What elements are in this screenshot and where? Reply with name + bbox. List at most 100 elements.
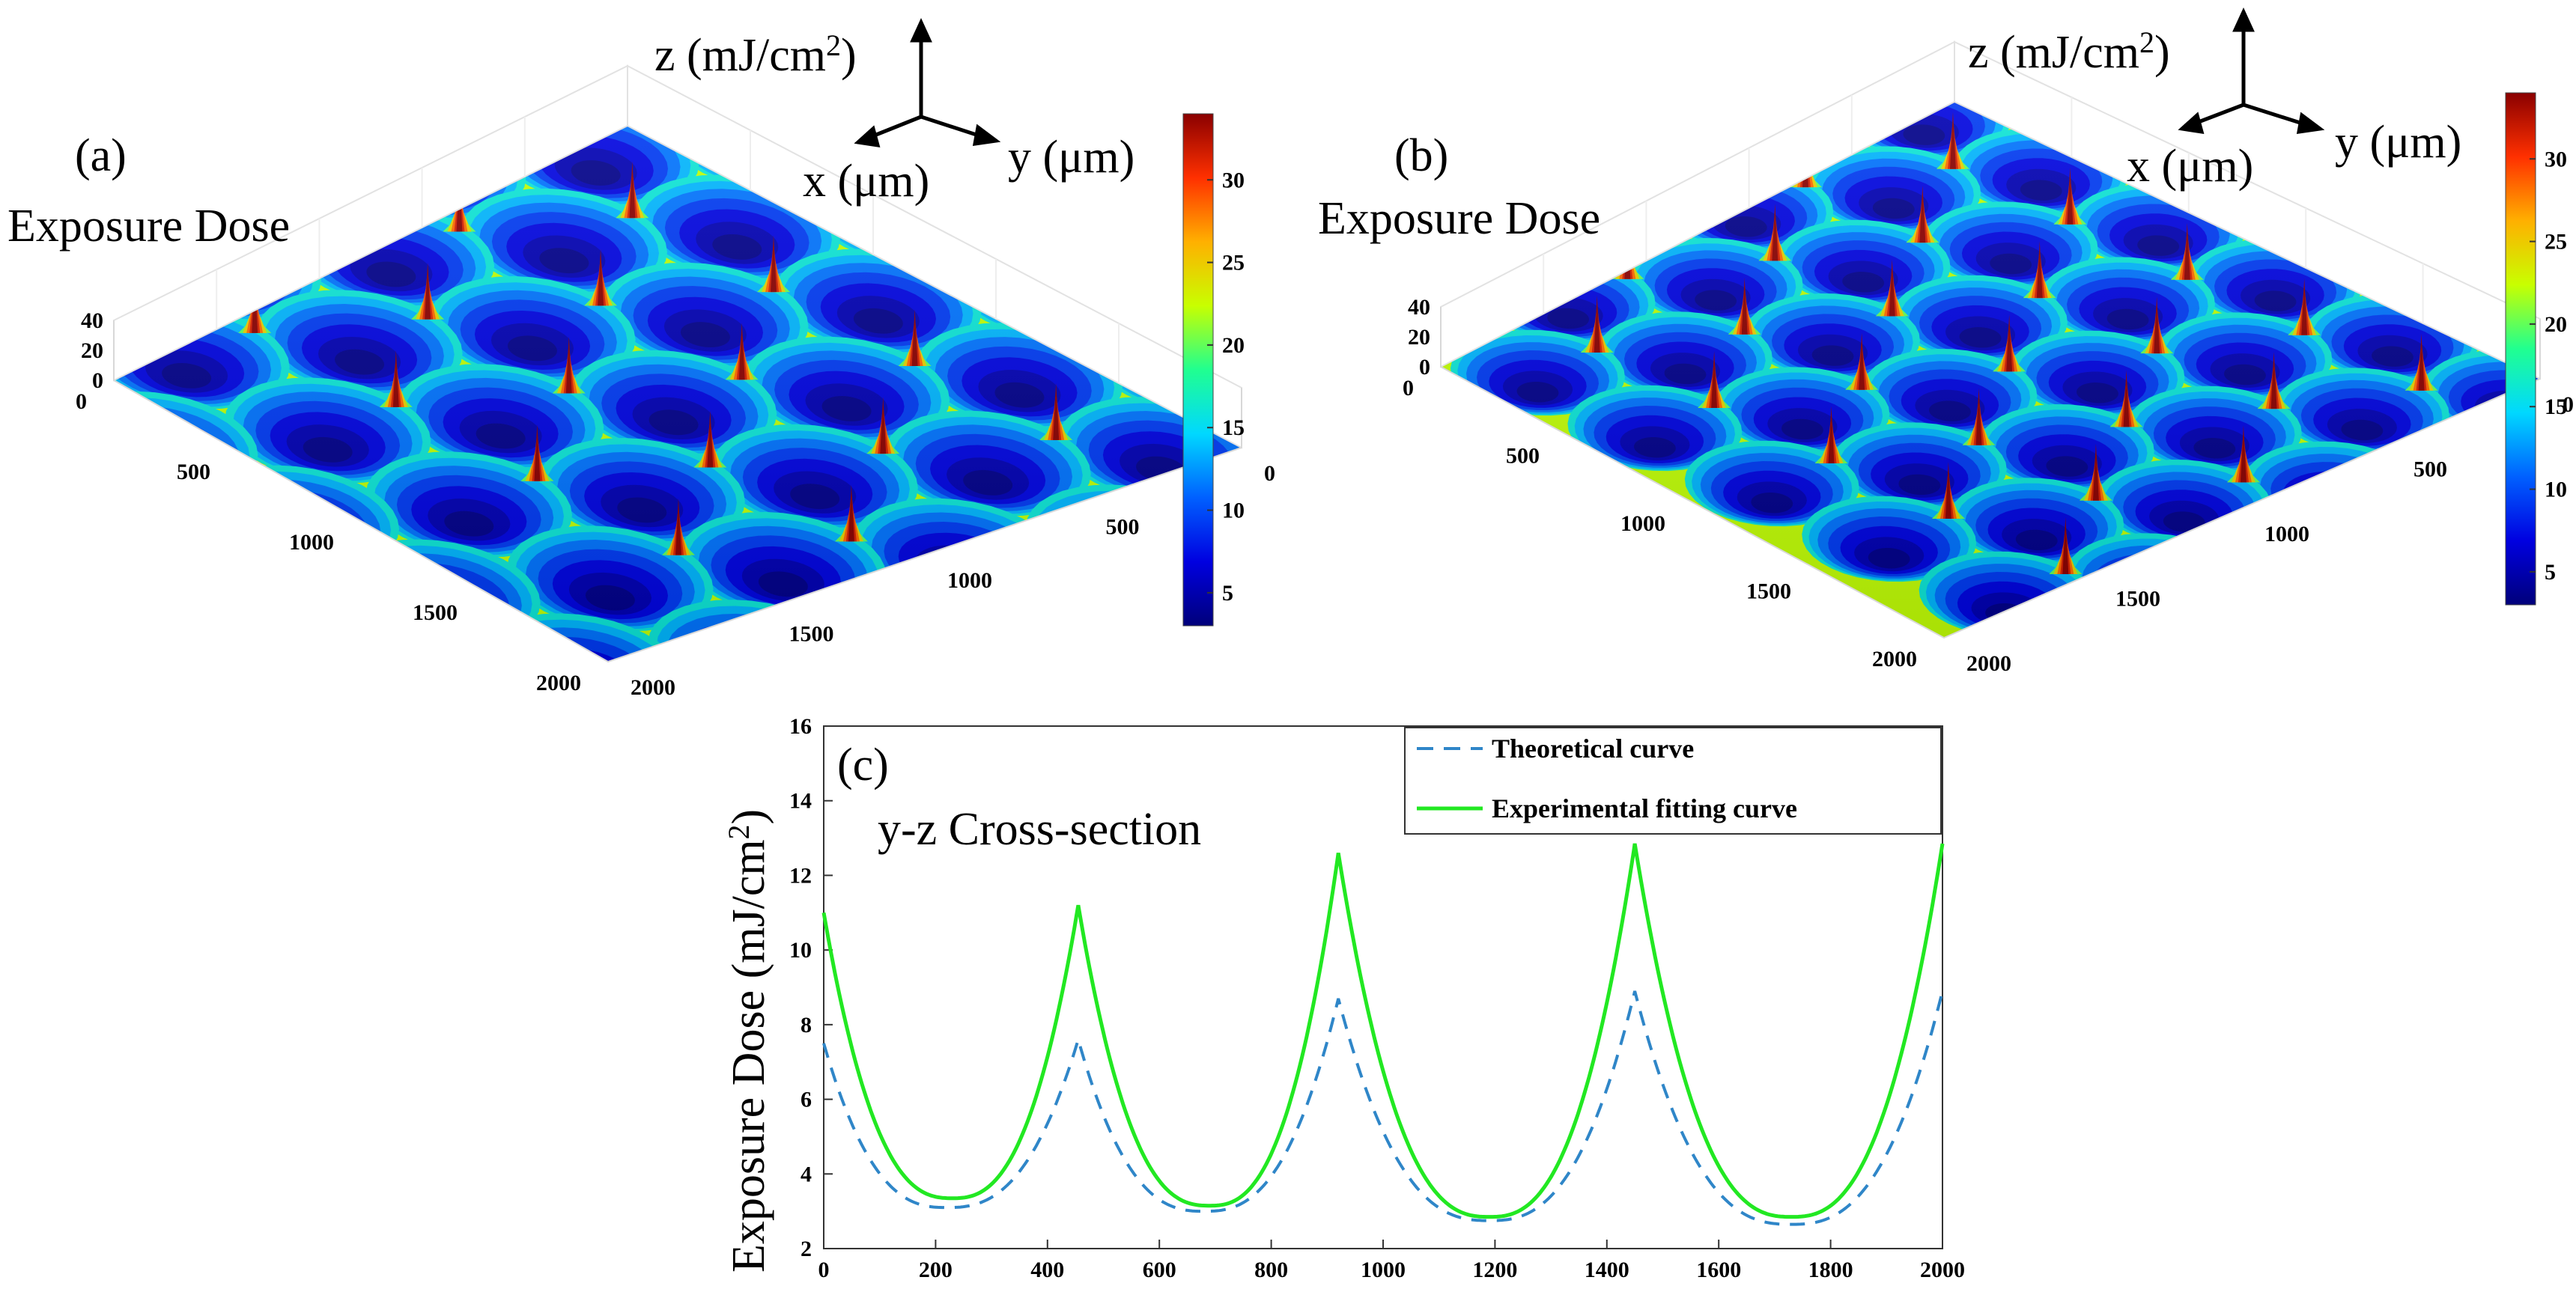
panel-b-x-tick: 1500 xyxy=(1746,579,1791,604)
panel-a-colorbar-tick: 10 xyxy=(1222,499,1245,523)
panel-a-lens-well xyxy=(821,585,1028,662)
lens-contour xyxy=(2074,636,2172,638)
lens-contour xyxy=(2381,159,2525,230)
lens-contour xyxy=(130,451,180,476)
lens-contour xyxy=(1139,235,1242,323)
lens-contour xyxy=(1924,0,2046,6)
panel-b-colorbar-tick: 20 xyxy=(2545,312,2567,337)
lens-contour xyxy=(1624,76,1695,111)
panel-b-z-tick: 0 xyxy=(1419,355,1430,380)
lens-contour xyxy=(1025,182,1141,241)
lens-contour xyxy=(0,352,71,411)
panel-b-colorbar-tick: 5 xyxy=(2545,560,2556,585)
lens-contour xyxy=(1950,0,2020,1)
lens-contour xyxy=(2444,464,2515,499)
panel-a-x-tick: 0 xyxy=(76,389,87,414)
lens-contour xyxy=(1324,343,1406,386)
lens-contour xyxy=(852,609,997,662)
panel-a-y-tick: 500 xyxy=(1106,515,1140,540)
lens-contour xyxy=(257,100,307,126)
lens-contour xyxy=(2198,88,2241,109)
lens-contour xyxy=(1594,150,1664,185)
panel-a-x-tick: 2000 xyxy=(536,671,581,695)
lens-contour xyxy=(616,687,823,793)
panel-b-z-label: z (mJ/cm2) xyxy=(1968,25,2170,78)
lens-contour xyxy=(1276,418,1391,477)
panel-a-x-tick: 500 xyxy=(177,460,210,484)
panel-c-x-tick: 1200 xyxy=(1472,1258,1517,1282)
panel-b-colorbar-strip xyxy=(2505,92,2536,606)
lens-contour xyxy=(678,734,761,777)
panel-b-z-tick: 40 xyxy=(1408,295,1430,320)
lens-contour xyxy=(726,659,777,662)
lens-contour xyxy=(1441,242,1486,276)
lens-contour xyxy=(2280,567,2323,588)
lens-contour xyxy=(1262,406,1406,481)
panel-b-x-tick: 0 xyxy=(1403,376,1414,400)
panel-c-y-tick: 6 xyxy=(801,1088,812,1112)
lens-contour xyxy=(4,276,86,319)
lens-contour xyxy=(2458,475,2500,496)
lens-contour xyxy=(0,365,55,407)
panel-c-y-tick: 14 xyxy=(789,789,812,814)
lens-contour xyxy=(1776,0,1898,24)
lens-contour xyxy=(1269,260,1338,294)
panel-b-lens-well xyxy=(1750,0,1925,29)
panel-b-colorbar-tick: 25 xyxy=(2545,230,2567,255)
panel-c-y-tick: 8 xyxy=(801,1013,812,1037)
lens-contour xyxy=(1786,69,1828,90)
panel-c-x-tick: 800 xyxy=(1254,1258,1288,1282)
lens-contour xyxy=(2157,56,2280,117)
legend-experimental-label: Experimental fitting curve xyxy=(1492,793,1797,823)
lens-contour xyxy=(430,86,480,112)
panel-a-colorbar-tick: 25 xyxy=(1222,251,1245,275)
lens-contour xyxy=(20,289,70,314)
panel-b-x-tick: 2000 xyxy=(1872,647,1917,671)
lens-contour xyxy=(1758,47,1856,96)
lens-contour xyxy=(565,0,754,29)
lens-contour xyxy=(2103,659,2145,680)
lens-contour xyxy=(414,0,559,37)
panel-c-x-tick: 2000 xyxy=(1920,1258,1965,1282)
lens-contour xyxy=(2418,188,2488,222)
panel-a-colorbar-tick: 30 xyxy=(1222,168,1245,192)
lens-contour xyxy=(648,711,792,785)
panel-a-z-tick: 0 xyxy=(92,368,103,393)
panel-b-x-tick: 1000 xyxy=(1620,511,1665,536)
panel-c-x-tick: 1000 xyxy=(1361,1258,1406,1282)
panel-a-z-tick: 20 xyxy=(81,338,103,363)
lens-contour xyxy=(1746,42,1868,98)
lens-contour xyxy=(2310,493,2353,514)
panel-c-x-tick: 1600 xyxy=(1696,1258,1741,1282)
panel-a-y-tick: 1000 xyxy=(947,568,992,593)
panel-a-lens-well xyxy=(178,66,385,147)
lens-contour xyxy=(662,722,777,781)
lens-contour xyxy=(383,0,589,45)
panel-a-colorbar-tick: 15 xyxy=(1222,415,1245,440)
lens-contour xyxy=(1772,58,1842,93)
panel-c-x-tick: 1800 xyxy=(1808,1258,1853,1282)
panel-a-lens-well xyxy=(383,0,589,45)
panel-b-axis-arrows xyxy=(2178,7,2325,135)
lens-contour xyxy=(1913,0,2056,8)
lens-contour xyxy=(197,66,366,141)
panel-c-x-tick: 600 xyxy=(1143,1258,1176,1282)
lens-contour xyxy=(396,66,513,121)
lens-contour xyxy=(839,600,1009,662)
panel-b-z-tick: 20 xyxy=(1408,325,1430,350)
lens-contour xyxy=(1905,0,2065,10)
lens-contour xyxy=(1042,194,1125,237)
panel-a-colorbar: 5 10 15 20 25 30 xyxy=(1182,113,1245,627)
lens-contour xyxy=(1610,65,1709,114)
panel-c: 0 200 400 600 800 1000 1200 1400 1600 1800 2000 2 4 6… xyxy=(722,714,1965,1282)
lens-contour xyxy=(240,87,323,130)
panel-c-legend: Theoretical curve Experimental fitting c… xyxy=(1404,727,1942,835)
panel-b-x-tick: 500 xyxy=(1506,444,1540,469)
panel-c-x-tick: 1400 xyxy=(1585,1258,1629,1282)
lens-contour xyxy=(1898,0,2072,11)
lens-contour xyxy=(2252,545,2351,594)
panel-c-y-tick: 4 xyxy=(801,1162,812,1186)
lens-contour xyxy=(1567,129,1690,190)
lens-contour xyxy=(2432,198,2475,220)
